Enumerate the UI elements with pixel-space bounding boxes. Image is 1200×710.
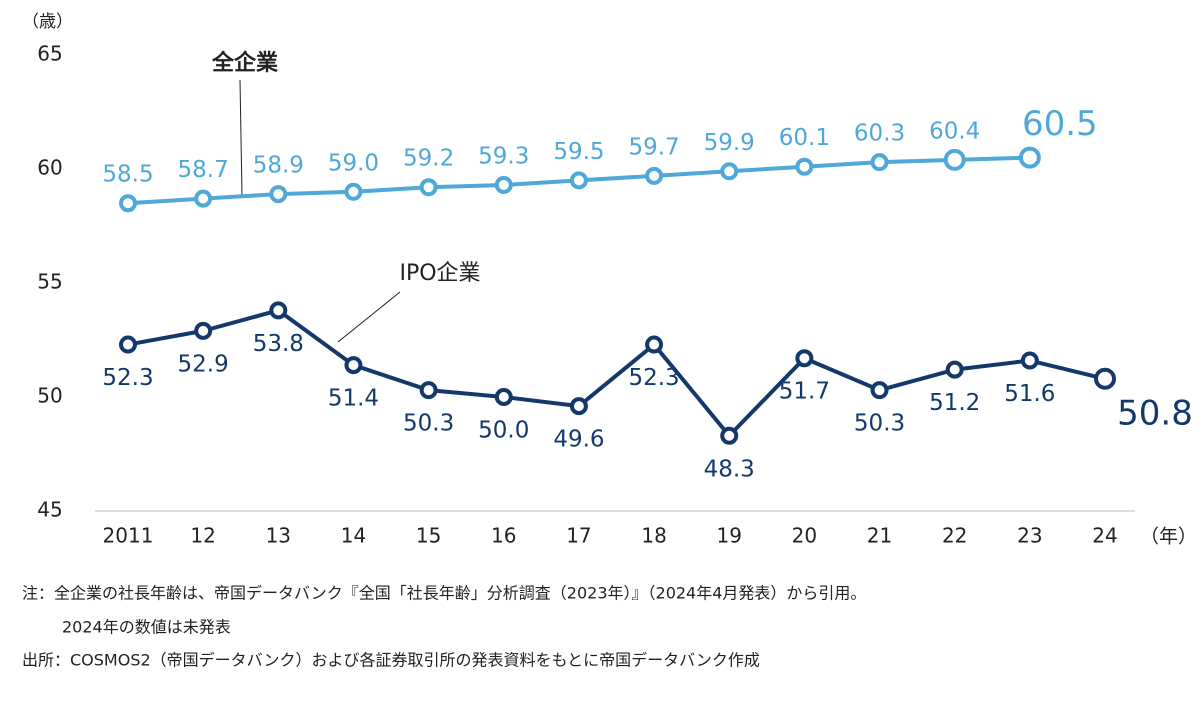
series-annotation: 全企業: [211, 50, 279, 76]
data-label: 59.3: [478, 143, 529, 169]
data-label: 51.2: [929, 390, 980, 416]
data-point: [194, 189, 213, 208]
data-label: 50.8: [1117, 393, 1193, 433]
data-point: [344, 182, 363, 201]
data-label: 48.3: [704, 456, 755, 482]
data-label: 59.0: [328, 150, 379, 176]
data-point: [569, 171, 588, 190]
data-label: 59.7: [628, 134, 679, 160]
data-point: [645, 335, 664, 354]
note: 2024年の数値は未発表: [62, 618, 231, 637]
y-tick-label: 45: [37, 498, 62, 522]
data-label: 52.3: [628, 365, 679, 391]
x-tick-label: 2011: [103, 524, 154, 548]
data-point: [870, 381, 889, 400]
data-point: [494, 175, 513, 194]
data-point: [720, 162, 739, 181]
x-tick-label: 19: [717, 524, 742, 548]
data-label: 50.3: [403, 411, 454, 437]
data-point: [269, 185, 288, 204]
data-point: [119, 335, 137, 354]
note: 注：全企業の社長年齢は、帝国データバンク『全国「社長年齢」分析調査（2023年）…: [22, 584, 866, 603]
data-point: [870, 153, 889, 172]
data-label: 53.8: [253, 331, 304, 357]
data-label: 52.9: [178, 351, 229, 377]
data-label: 50.3: [854, 411, 905, 437]
x-tick-label: 21: [867, 524, 892, 548]
data-point: [419, 381, 438, 400]
data-point: [795, 157, 814, 176]
x-tick-label: 22: [942, 524, 967, 548]
data-label: 60.4: [929, 118, 980, 144]
data-label: 50.0: [478, 418, 529, 444]
x-tick-label: 16: [491, 524, 516, 548]
x-tick-label: 18: [641, 524, 666, 548]
data-point: [945, 360, 964, 379]
x-tick-label: 15: [416, 524, 441, 548]
series-line: [127, 308, 1106, 438]
data-point: [344, 356, 363, 375]
y-tick-label: 65: [37, 42, 62, 66]
data-label: 49.6: [553, 427, 604, 453]
data-point: [119, 194, 137, 213]
data-point: [795, 349, 814, 368]
data-point: [1018, 146, 1041, 169]
data-label: 59.2: [403, 146, 454, 172]
data-point: [269, 301, 288, 320]
data-label: 60.5: [1022, 104, 1098, 144]
data-point: [419, 178, 438, 197]
note: 出所：COSMOS2（帝国データバンク）および各証券取引所の発表資料をもとに帝国…: [22, 651, 760, 670]
x-tick-label: 14: [341, 524, 366, 548]
data-point: [494, 388, 513, 406]
data-point: [1020, 351, 1039, 370]
y-tick-label: 60: [37, 156, 62, 180]
y-unit: （歳）: [22, 12, 73, 32]
data-label: 52.3: [102, 365, 153, 391]
data-label: 51.4: [328, 386, 379, 412]
x-tick-label: 17: [566, 524, 591, 548]
x-tick-label: 12: [190, 524, 215, 548]
leader-line: [337, 291, 401, 343]
data-point: [720, 426, 739, 445]
data-label: 51.7: [779, 379, 830, 405]
data-label: 58.5: [102, 162, 153, 188]
x-unit: （年）: [1140, 526, 1197, 548]
leader-line: [239, 79, 243, 197]
y-tick-label: 55: [37, 270, 62, 294]
data-label: 51.6: [1004, 381, 1055, 407]
data-point: [645, 166, 664, 185]
x-tick-label: 24: [1092, 524, 1117, 548]
x-tick-label: 20: [792, 524, 817, 548]
data-label: 60.1: [779, 125, 830, 151]
data-label: 60.3: [854, 121, 905, 147]
data-label: 59.9: [704, 130, 755, 156]
data-point: [569, 397, 588, 416]
y-tick-label: 50: [37, 384, 62, 408]
data-point: [943, 148, 966, 171]
series-annotation: IPO企業: [399, 261, 480, 286]
data-label: 58.9: [253, 153, 304, 179]
data-label: 58.7: [178, 157, 229, 183]
data-point: [1094, 367, 1116, 390]
data-label: 59.5: [553, 139, 604, 165]
data-point: [194, 321, 213, 340]
x-tick-label: 13: [266, 524, 291, 548]
x-tick-label: 23: [1017, 524, 1042, 548]
